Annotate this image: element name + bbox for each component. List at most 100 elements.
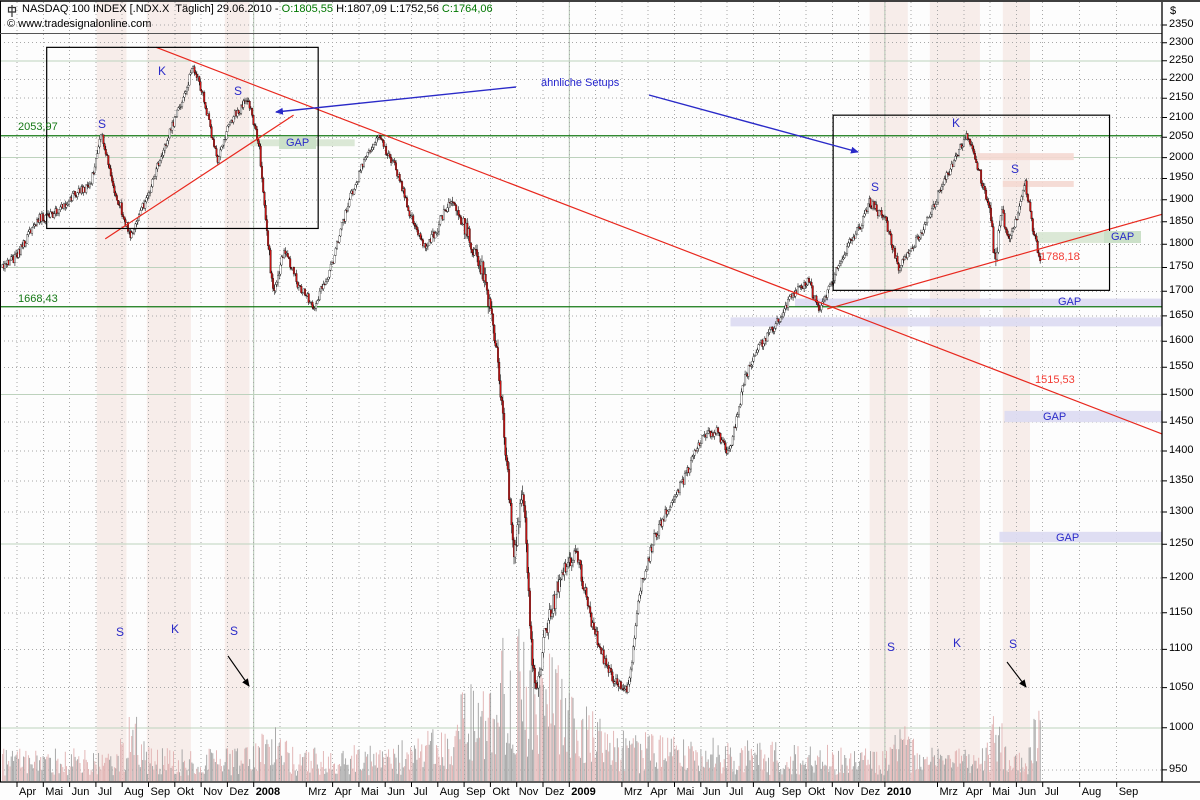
x-axis-tick-label: Apr	[965, 786, 983, 798]
shoulder-head-letter: K	[953, 636, 962, 650]
y-axis-tick-label: 2350	[1169, 18, 1194, 30]
annotation-arrows-layer	[227, 86, 1027, 688]
grid-dotted-horizontal	[0, 24, 1162, 771]
copyright-notice: © www.tradesignalonline.com	[7, 18, 152, 30]
gap-label: GAP	[1104, 231, 1142, 243]
trendline-price-tag-1515: 1515,53	[1035, 374, 1075, 386]
gap-label: GAP	[1056, 532, 1080, 544]
shoulder-head-letter: S	[1011, 162, 1020, 176]
x-axis-tick-label: Mai	[360, 786, 379, 798]
volume-bars-layer	[2, 628, 1041, 781]
x-axis-tick-label: Aug	[1081, 786, 1102, 798]
chart-title-bar: NASDAQ 100 INDEX [.NDX.X Täglich] 29.06.…	[22, 3, 493, 15]
trendlines-layer	[104, 46, 1163, 435]
chart-title: NASDAQ 100 INDEX [.NDX.X Täglich] 29.06.…	[22, 3, 282, 15]
y-axis-tick-label: 1600	[1169, 334, 1194, 347]
shoulder-head-letter: K	[171, 622, 180, 636]
y-axis-tick-label: 2300	[1169, 35, 1194, 48]
similar-setups-annotation: ähnliche Setups	[541, 77, 620, 89]
x-axis-tick-label: Aug	[439, 786, 460, 798]
x-axis-tick-label: Jun	[71, 786, 90, 798]
shoulder-head-letter: S	[234, 84, 243, 98]
x-axis-tick-label: 2009	[571, 786, 596, 798]
x-axis-tick-label: Aug	[124, 786, 144, 798]
x-axis-tick-label: Okt	[176, 786, 194, 798]
x-axis-tick-label: 2008	[255, 786, 281, 798]
app-icon	[6, 4, 18, 23]
x-axis-tick-label: Nov	[203, 786, 223, 798]
y-axis-tick-label: 2050	[1169, 130, 1194, 143]
x-axis-tick-label: Aug	[755, 786, 775, 798]
y-axis-tick-label: 1050	[1169, 680, 1194, 693]
pattern-boxes-layer	[46, 46, 1111, 291]
y-axis-tick-label: 1750	[1169, 260, 1194, 273]
x-axis-tick-label: Mai	[676, 786, 695, 798]
x-axis-tick-label: Jun	[387, 786, 405, 798]
gap-label: GAP	[279, 137, 317, 149]
x-axis-tick-label: Sep	[466, 786, 486, 798]
y-axis-tick-label: 1900	[1169, 192, 1194, 205]
gap-label: GAP	[1043, 411, 1067, 423]
y-axis-tick-label: 2250	[1169, 53, 1194, 66]
y-axis-tick-label: 2000	[1169, 150, 1194, 163]
y-axis-tick-label: 1300	[1169, 504, 1194, 517]
y-axis-tick-label: 1800	[1169, 237, 1194, 250]
x-axis-tick-label: Mai	[45, 786, 64, 798]
x-axis-tick-label: Nov	[834, 786, 854, 798]
x-axis-tick-label: Mrz	[308, 786, 327, 798]
x-axis-tick-label: Sep	[1118, 786, 1139, 798]
x-axis-tick-label: Mai	[992, 786, 1010, 798]
y-axis-tick-label: 1950	[1169, 171, 1194, 184]
shoulder-head-letter: S	[887, 640, 896, 654]
candles-layer	[1, 64, 1042, 697]
x-axis-tick-label: Okt	[808, 786, 826, 798]
quote-close: C:1764,06	[441, 3, 493, 15]
y-axis-tick-label: 1850	[1169, 214, 1194, 227]
y-axis-tick-label: 1700	[1169, 284, 1194, 297]
shoulder-head-letter: S	[1009, 637, 1018, 651]
x-axis-tick-label: Jul	[1044, 786, 1059, 798]
x-axis-tick-label: Jun	[702, 786, 721, 798]
x-axis-tick-label: Jul	[729, 786, 744, 798]
x-axis-tick-label: Mrz	[939, 786, 958, 798]
quote-open: O:1805,55	[281, 3, 334, 15]
y-axis-tick-label: 1100	[1169, 642, 1193, 655]
x-axis-tick-label: Dez	[545, 786, 565, 798]
y-axis-tick-label: 1350	[1169, 473, 1194, 486]
currency-label: $	[1170, 5, 1177, 17]
y-axis-tick-label: 2200	[1169, 72, 1194, 85]
x-axis-tick-label: Mrz	[623, 786, 643, 798]
x-axis-tick-label: Nov	[518, 786, 539, 798]
y-axis-tick-label: 1250	[1169, 537, 1194, 550]
x-axis-tick-label: Dez	[229, 786, 249, 798]
y-axis-tick-label: 1450	[1169, 415, 1194, 428]
x-axis-tick-label: Jul	[97, 786, 112, 798]
y-axis-tick-label: 1650	[1169, 308, 1194, 321]
y-axis-tick-label: 950	[1169, 762, 1188, 775]
y-axis-tick-label: 2100	[1169, 110, 1194, 123]
x-axis-tick-label: 2010	[886, 786, 912, 798]
y-axis-tick-label: 1150	[1169, 605, 1193, 618]
x-axis-tick-label: Apr	[650, 786, 668, 798]
x-axis-tick-label: Apr	[19, 786, 37, 798]
shoulder-head-letter: K	[952, 116, 961, 130]
grid-major-horizontal	[0, 60, 1162, 729]
trendline-price-tag-1788: 1788,18	[1040, 251, 1080, 263]
y-axis-tick-label: 2150	[1169, 91, 1194, 104]
x-axis-tick-label: Jul	[413, 786, 428, 798]
y-axis-tick-label: 1000	[1169, 720, 1194, 733]
shoulder-head-letter: K	[158, 64, 167, 78]
y-axis-tick-label: 1200	[1169, 570, 1194, 583]
x-axis-tick-label: Dez	[860, 786, 881, 798]
year-gridlines-layer	[253, 2, 886, 782]
shoulder-head-letter: S	[116, 625, 125, 639]
y-axis-tick-label: 1400	[1169, 444, 1194, 456]
shoulder-head-letter: S	[230, 624, 239, 638]
x-axis-tick-label: Jun	[1018, 786, 1037, 798]
y-axis-tick-label: 1550	[1169, 360, 1194, 373]
x-axis-tick-label: Apr	[334, 786, 352, 798]
level-label-1668: 1668,43	[18, 293, 58, 305]
